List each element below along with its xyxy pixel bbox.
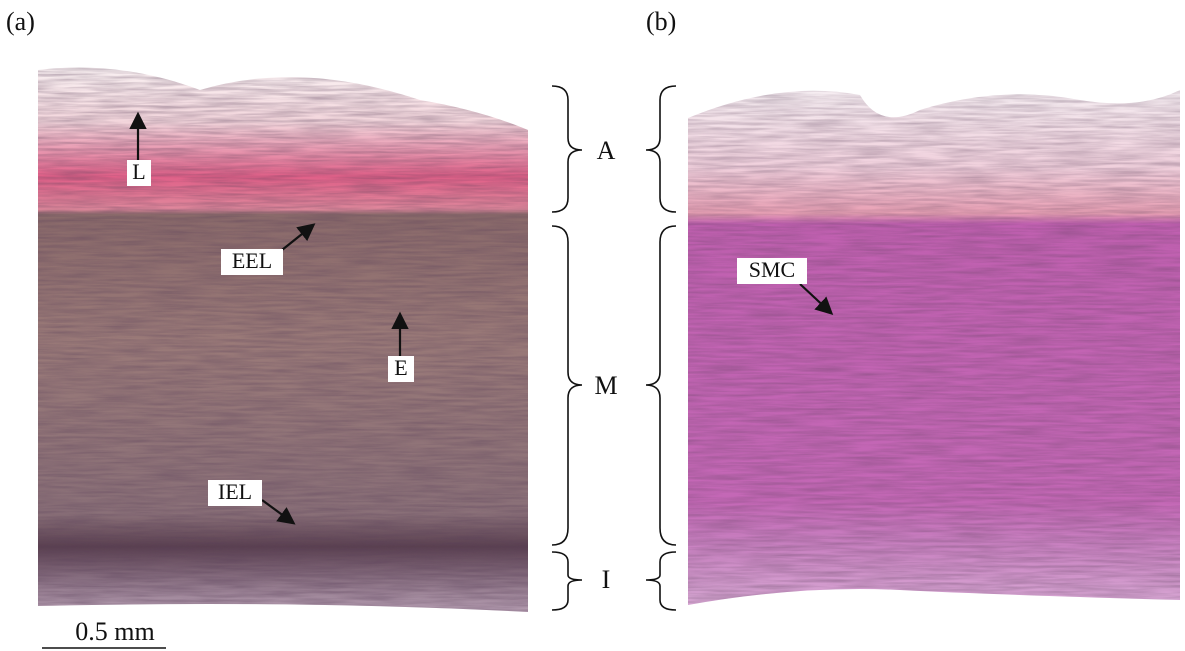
panel-label: (b) [646,7,676,36]
micrograph-a [38,68,528,613]
annotation: L [132,159,145,184]
micrograph-b [688,90,1180,605]
figure: (a) (b) A M I L EEL E IEL SMC 0.5 mm [0,0,1185,651]
annotation: EEL [232,248,272,273]
panel-label: (a) [6,7,35,36]
scale-bar-label: 0.5 mm [75,617,154,646]
layer-label: A [597,136,616,165]
layer-label: M [594,371,617,400]
annotation: IEL [218,479,252,504]
annotation: SMC [749,257,795,282]
layer-label: I [602,565,611,594]
annotation: E [394,355,407,380]
